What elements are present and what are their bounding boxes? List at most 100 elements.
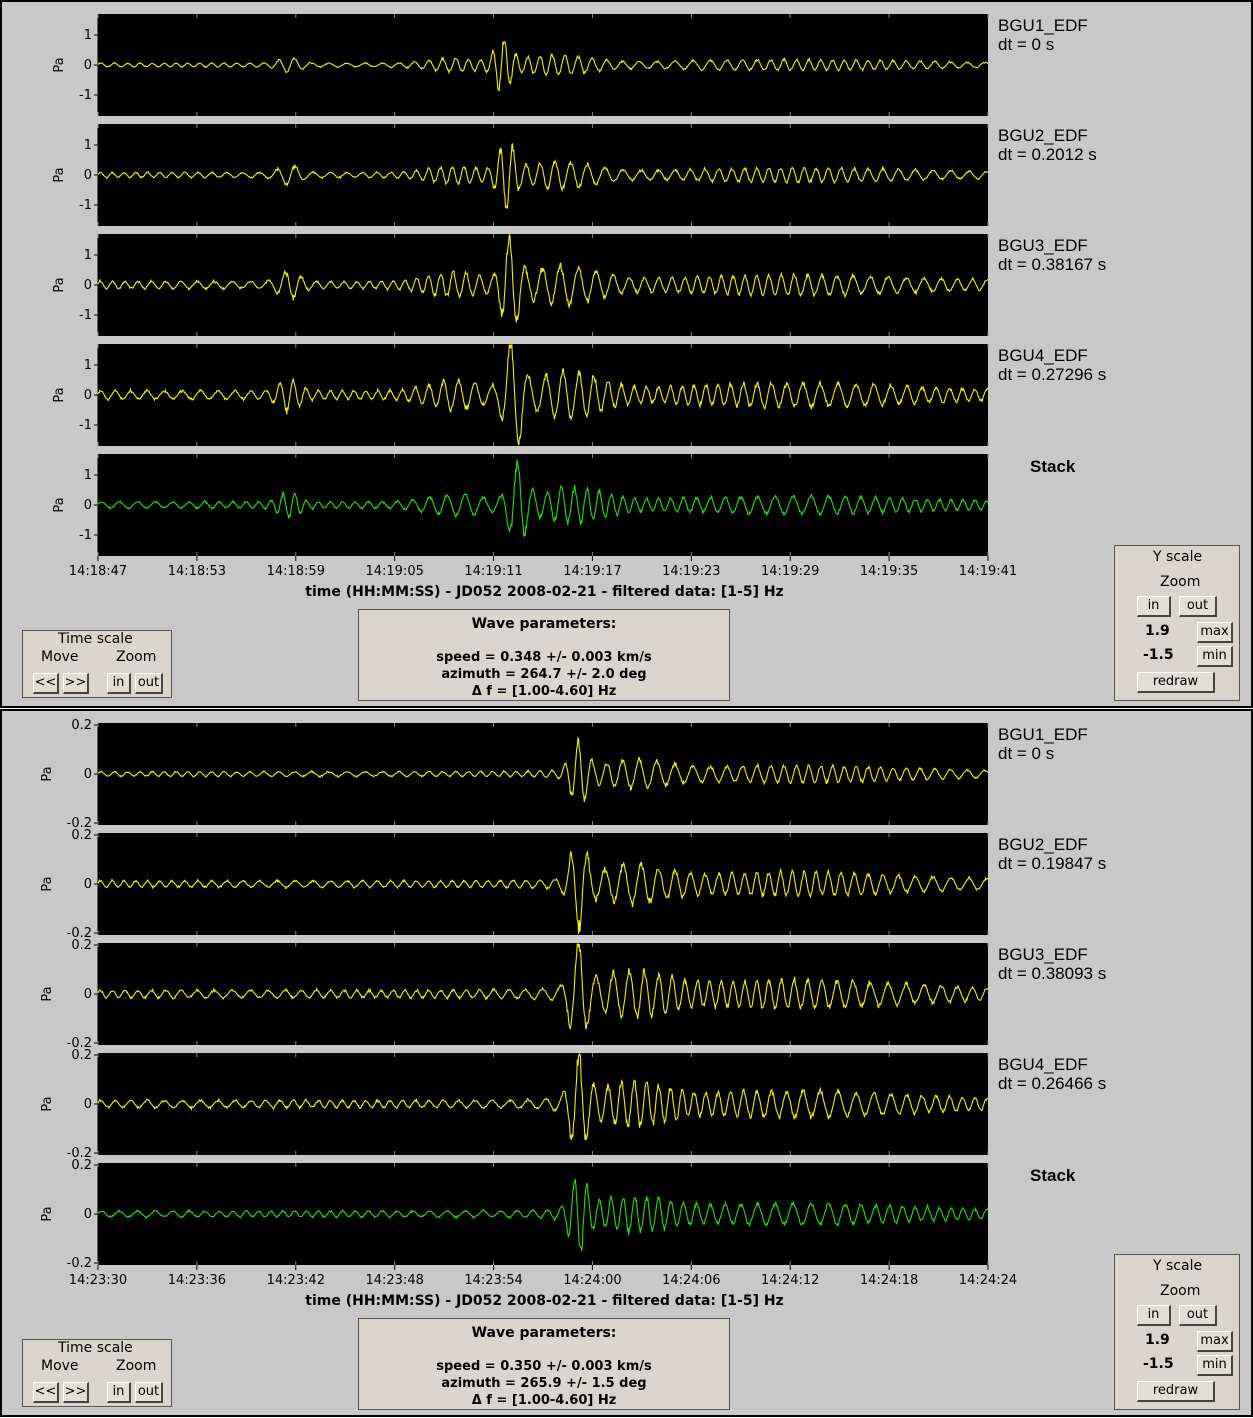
- time-zoom-in-button[interactable]: in: [107, 1382, 131, 1403]
- waveform-trace: [97, 736, 989, 803]
- y-tick-label: 0.2: [71, 828, 92, 843]
- wave-parameters-box: Wave parameters: speed = 0.350 +/- 0.003…: [358, 1318, 730, 1410]
- y-tick-label: -0.2: [67, 1036, 92, 1051]
- wave-azimuth: azimuth = 265.9 +/- 1.5 deg: [441, 1376, 647, 1391]
- time-zoom-out-button[interactable]: out: [135, 673, 163, 694]
- y-zoom-in-button[interactable]: in: [1137, 596, 1171, 617]
- stack-waveform: [97, 459, 989, 537]
- y-scale-box: Y scale Zoom in out 1.9 max -1.5 min red…: [1114, 1254, 1240, 1410]
- y-tick-label: -1: [79, 308, 92, 323]
- x-tick-label: 14:23:42: [267, 1273, 325, 1288]
- zoom-label: Zoom: [116, 649, 157, 665]
- move-forward-button[interactable]: >>: [63, 673, 89, 694]
- bottom-panel: 0.2 0 -0.2 Pa 0.2 0 -0.2 Pa 0.2 0 -0.2 Pa 0.2 0 -0.2 Pa…: [0, 709, 1253, 1417]
- time-scale-box: Time scale Move Zoom << >> in out: [22, 630, 172, 698]
- y-scale-title: Y scale: [1153, 549, 1203, 565]
- move-back-button[interactable]: <<: [33, 1382, 59, 1403]
- x-tick-label: 14:23:36: [168, 1273, 226, 1288]
- redraw-button[interactable]: redraw: [1137, 1381, 1215, 1402]
- waveform-trace: [97, 1053, 989, 1141]
- station-label: BGU4_EDF dt = 0.27296 s: [998, 346, 1107, 384]
- y-max-value: 1.9: [1145, 1332, 1170, 1348]
- redraw-button[interactable]: redraw: [1137, 672, 1215, 693]
- x-tick-label: 14:19:17: [563, 564, 621, 579]
- y-tick-label: 0: [84, 1097, 92, 1112]
- stack-label: Stack: [1030, 1166, 1076, 1185]
- x-tick-label: 14:24:00: [563, 1273, 621, 1288]
- y-scale-title: Y scale: [1153, 1258, 1203, 1274]
- y-min-button[interactable]: min: [1197, 1355, 1233, 1376]
- stack-label: Stack: [1030, 457, 1076, 476]
- y-unit-label: Pa: [52, 277, 67, 292]
- wave-speed: speed = 0.350 +/- 0.003 km/s: [436, 1359, 652, 1374]
- move-back-button[interactable]: <<: [33, 673, 59, 694]
- y-zoom-in-button[interactable]: in: [1137, 1305, 1171, 1326]
- x-tick-label: 14:19:41: [959, 564, 1017, 579]
- x-tick-label: 14:23:54: [464, 1273, 522, 1288]
- x-tick-label: 14:23:30: [69, 1273, 127, 1288]
- y-tick-label: -1: [79, 528, 92, 543]
- y-min-value: -1.5: [1143, 647, 1174, 663]
- top-plot-area: 1 0 -1 Pa 1 0 -1 Pa 1 0 -1 Pa 1 0 -1 Pa 1 0 -1 Pa 14:18:47 14…: [52, 14, 1017, 579]
- x-tick-label: 14:19:05: [365, 564, 423, 579]
- y-min-button[interactable]: min: [1197, 646, 1233, 667]
- time-zoom-in-button[interactable]: in: [107, 673, 131, 694]
- station-label: BGU2_EDF dt = 0.2012 s: [998, 126, 1097, 164]
- y-max-value: 1.9: [1145, 623, 1170, 639]
- y-tick-label: -0.2: [67, 816, 92, 831]
- station-label: BGU2_EDF dt = 0.19847 s: [998, 835, 1107, 873]
- time-scale-box: Time scale Move Zoom << >> in out: [22, 1339, 172, 1407]
- y-max-button[interactable]: max: [1197, 1331, 1233, 1352]
- track-background: [98, 344, 988, 446]
- y-tick-label: 1: [84, 358, 92, 373]
- track-background: [98, 454, 988, 556]
- move-forward-button[interactable]: >>: [63, 1382, 89, 1403]
- x-tick-label: 14:18:53: [168, 564, 226, 579]
- top-panel: 1 0 -1 Pa 1 0 -1 Pa 1 0 -1 Pa 1 0 -1 Pa 1 0 -1 Pa 14:18:47 14…: [0, 0, 1253, 708]
- waveform-trace: [97, 851, 989, 935]
- y-tick-label: 0: [84, 767, 92, 782]
- station-label: BGU4_EDF dt = 0.26466 s: [998, 1055, 1107, 1093]
- x-tick-label: 14:24:24: [959, 1273, 1017, 1288]
- track-background: [98, 234, 988, 336]
- wave-frequency: Δ f = [1.00-4.60] Hz: [471, 1393, 617, 1408]
- x-tick-label: 14:19:23: [662, 564, 720, 579]
- wave-speed: speed = 0.348 +/- 0.003 km/s: [436, 650, 652, 665]
- y-tick-label: 0.2: [71, 938, 92, 953]
- stack-waveform: [97, 1178, 989, 1252]
- y-tick-label: -1: [79, 88, 92, 103]
- y-tick-label: 0.2: [71, 1048, 92, 1063]
- track-background: [98, 943, 988, 1045]
- x-tick-label: 14:18:47: [69, 564, 127, 579]
- y-max-button[interactable]: max: [1197, 622, 1233, 643]
- x-tick-label: 14:24:06: [662, 1273, 720, 1288]
- y-zoom-label: Zoom: [1160, 1283, 1201, 1299]
- time-scale-title: Time scale: [58, 1340, 133, 1356]
- waveform-trace: [97, 943, 989, 1031]
- y-tick-label: 0: [84, 498, 92, 513]
- y-tick-label: 0: [84, 388, 92, 403]
- time-axis-caption: time (HH:MM:SS) - JD052 2008-02-21 - fil…: [305, 1293, 784, 1309]
- y-min-value: -1.5: [1143, 1356, 1174, 1372]
- x-tick-label: 14:24:18: [860, 1273, 918, 1288]
- y-tick-label: 0.2: [71, 718, 92, 733]
- y-zoom-out-button[interactable]: out: [1179, 596, 1217, 617]
- waveform-trace: [97, 234, 989, 323]
- y-tick-label: 0: [84, 1207, 92, 1222]
- y-unit-label: Pa: [40, 986, 55, 1001]
- x-tick-label: 14:23:48: [365, 1273, 423, 1288]
- y-tick-label: -0.2: [67, 1256, 92, 1271]
- y-unit-label: Pa: [40, 1096, 55, 1111]
- bottom-plot-area: 0.2 0 -0.2 Pa 0.2 0 -0.2 Pa 0.2 0 -0.2 Pa 0.2 0 -0.2 Pa…: [40, 718, 1017, 1288]
- y-tick-label: 0: [84, 168, 92, 183]
- time-zoom-out-button[interactable]: out: [135, 1382, 163, 1403]
- station-label: BGU3_EDF dt = 0.38167 s: [998, 236, 1107, 274]
- y-tick-label: 0: [84, 987, 92, 1002]
- y-zoom-out-button[interactable]: out: [1179, 1305, 1217, 1326]
- y-tick-label: 1: [84, 248, 92, 263]
- y-tick-label: 0: [84, 278, 92, 293]
- waveform-trace: [97, 40, 989, 92]
- y-tick-label: 1: [84, 138, 92, 153]
- y-tick-label: 1: [84, 468, 92, 483]
- track-background: [98, 1053, 988, 1155]
